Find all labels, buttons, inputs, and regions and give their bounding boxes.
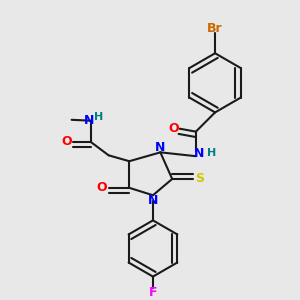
- Text: N: N: [84, 114, 94, 127]
- Text: Br: Br: [207, 22, 223, 34]
- Text: S: S: [195, 172, 204, 185]
- Text: N: N: [194, 147, 204, 160]
- Text: O: O: [168, 122, 179, 135]
- Text: N: N: [155, 140, 166, 154]
- Text: O: O: [61, 136, 72, 148]
- Text: H: H: [208, 148, 217, 158]
- Text: F: F: [149, 286, 157, 299]
- Text: H: H: [94, 112, 103, 122]
- Text: O: O: [97, 181, 107, 194]
- Text: N: N: [148, 194, 158, 207]
